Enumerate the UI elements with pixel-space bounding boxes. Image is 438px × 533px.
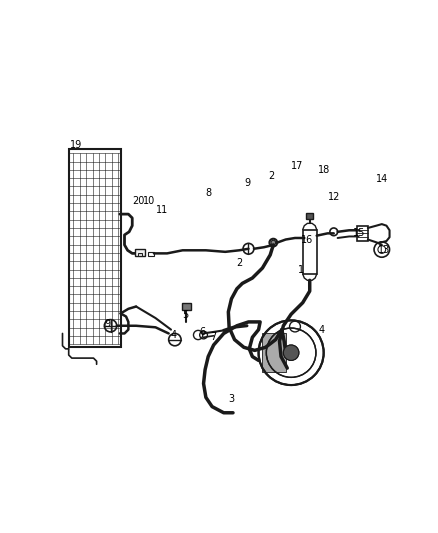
Text: 20: 20 bbox=[132, 196, 145, 206]
Circle shape bbox=[283, 345, 299, 360]
Text: 2: 2 bbox=[268, 171, 275, 181]
Bar bbox=[148, 252, 154, 256]
Bar bbox=[262, 334, 286, 372]
Bar bbox=[303, 230, 317, 274]
Text: 8: 8 bbox=[205, 188, 211, 198]
Bar bbox=[135, 249, 145, 256]
Text: 17: 17 bbox=[291, 160, 304, 171]
Text: 16: 16 bbox=[300, 235, 313, 245]
Text: 6: 6 bbox=[199, 327, 205, 337]
Text: 4: 4 bbox=[319, 325, 325, 335]
Bar bbox=[138, 253, 142, 256]
Text: 7: 7 bbox=[211, 332, 217, 342]
Text: 19: 19 bbox=[71, 140, 83, 150]
Text: 4: 4 bbox=[170, 330, 177, 340]
Text: 9: 9 bbox=[104, 319, 110, 329]
Text: 5: 5 bbox=[182, 310, 188, 320]
Text: 15: 15 bbox=[353, 228, 366, 238]
Text: 2: 2 bbox=[236, 257, 242, 268]
Circle shape bbox=[287, 349, 295, 357]
Text: 13: 13 bbox=[378, 245, 390, 255]
Bar bbox=[69, 149, 120, 348]
Text: 11: 11 bbox=[155, 205, 168, 215]
Bar bbox=[182, 303, 191, 310]
Bar bbox=[357, 225, 368, 241]
Bar bbox=[306, 213, 313, 219]
Text: 18: 18 bbox=[318, 165, 331, 175]
Text: 3: 3 bbox=[228, 394, 234, 404]
Text: 10: 10 bbox=[143, 196, 155, 206]
Circle shape bbox=[271, 240, 276, 245]
Text: 1: 1 bbox=[298, 265, 304, 276]
Text: 12: 12 bbox=[328, 192, 340, 202]
Circle shape bbox=[283, 345, 299, 360]
Text: 14: 14 bbox=[376, 174, 389, 184]
Text: 9: 9 bbox=[244, 179, 250, 188]
